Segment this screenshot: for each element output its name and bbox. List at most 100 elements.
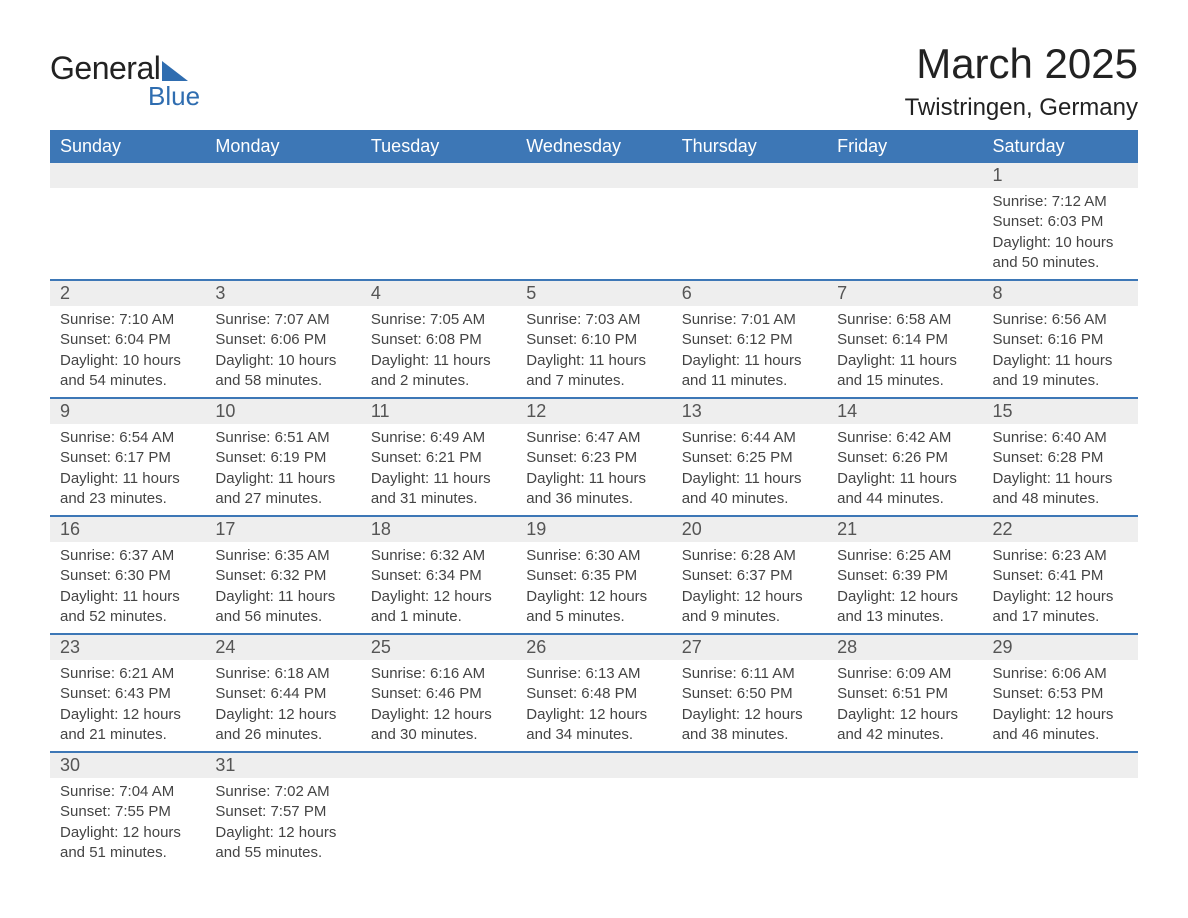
day-details: [672, 778, 827, 788]
daylight-text-2: and 54 minutes.: [60, 371, 195, 391]
day-number: 10: [205, 399, 360, 424]
week-data-row: Sunrise: 7:10 AMSunset: 6:04 PM Daylight:…: [50, 306, 1138, 398]
sunset-text: Sunset: 6:10 PM: [526, 330, 661, 350]
day-details: [361, 778, 516, 788]
day-details: [983, 778, 1138, 788]
day-number: [205, 163, 360, 188]
daylight-text-1: Daylight: 12 hours: [526, 587, 661, 607]
week-data-row: Sunrise: 6:21 AMSunset: 6:43 PMDaylight:…: [50, 660, 1138, 752]
sunset-text: Sunset: 6:04 PM: [60, 330, 195, 350]
sunrise-text: Sunrise: 7:12 AM: [993, 192, 1128, 212]
brand-text-1: General: [50, 50, 160, 87]
day-number: 6: [672, 281, 827, 306]
sunset-text: Sunset: 6:21 PM: [371, 448, 506, 468]
daylight-text-1: Daylight: 10 hours: [993, 233, 1128, 253]
week-data-row: Sunrise: 7:12 AMSunset: 6:03 PMDaylight:…: [50, 188, 1138, 280]
day-number: 15: [983, 399, 1138, 424]
day-number: 17: [205, 517, 360, 542]
weekday-header: Saturday: [983, 130, 1138, 163]
weekday-header: Thursday: [672, 130, 827, 163]
daylight-text-2: and 27 minutes.: [215, 489, 350, 509]
daylight-text-1: Daylight: 12 hours: [993, 587, 1128, 607]
sunset-text: Sunset: 6:32 PM: [215, 566, 350, 586]
sunrise-text: Sunrise: 7:01 AM: [682, 310, 817, 330]
daylight-text-2: and 19 minutes.: [993, 371, 1128, 391]
daylight-text-2: and 23 minutes.: [60, 489, 195, 509]
sunset-text: Sunset: 6:41 PM: [993, 566, 1128, 586]
brand-text-2: Blue: [148, 81, 200, 112]
daylight-text-2: and 2 minutes.: [371, 371, 506, 391]
sunset-text: Sunset: 7:57 PM: [215, 802, 350, 822]
day-number: 19: [516, 517, 671, 542]
daylight-text-1: Daylight: 12 hours: [371, 705, 506, 725]
sunrise-text: Sunrise: 6:58 AM: [837, 310, 972, 330]
day-details: [50, 188, 205, 198]
sunrise-text: Sunrise: 6:28 AM: [682, 546, 817, 566]
month-title: March 2025: [905, 40, 1138, 88]
sunset-text: Sunset: 6:19 PM: [215, 448, 350, 468]
sunset-text: Sunset: 6:39 PM: [837, 566, 972, 586]
daylight-text-1: Daylight: 11 hours: [215, 587, 350, 607]
sunrise-text: Sunrise: 6:21 AM: [60, 664, 195, 684]
sunrise-text: Sunrise: 6:51 AM: [215, 428, 350, 448]
week-data-row: Sunrise: 6:54 AMSunset: 6:17 PMDaylight:…: [50, 424, 1138, 516]
day-number: [516, 163, 671, 188]
daylight-text-1: Daylight: 11 hours: [837, 469, 972, 489]
sunrise-text: Sunrise: 7:05 AM: [371, 310, 506, 330]
day-number: [361, 163, 516, 188]
day-details: Sunrise: 6:42 AMSunset: 6:26 PMDaylight:…: [827, 424, 982, 515]
day-details: Sunrise: 7:05 AMSunset: 6:08 PMDaylight:…: [361, 306, 516, 397]
day-details: Sunrise: 7:07 AMSunset: 6:06 PMDaylight:…: [205, 306, 360, 397]
daylight-text-1: Daylight: 11 hours: [60, 469, 195, 489]
calendar-header-row: SundayMondayTuesdayWednesdayThursdayFrid…: [50, 130, 1138, 163]
day-details: Sunrise: 6:06 AMSunset: 6:53 PMDaylight:…: [983, 660, 1138, 751]
day-number: [361, 753, 516, 778]
day-number: 24: [205, 635, 360, 660]
daylight-text-1: Daylight: 11 hours: [371, 351, 506, 371]
sunset-text: Sunset: 7:55 PM: [60, 802, 195, 822]
daylight-text-2: and 30 minutes.: [371, 725, 506, 745]
day-details: Sunrise: 6:13 AMSunset: 6:48 PMDaylight:…: [516, 660, 671, 751]
daylight-text-1: Daylight: 11 hours: [837, 351, 972, 371]
day-details: Sunrise: 7:10 AMSunset: 6:04 PMDaylight:…: [50, 306, 205, 397]
day-number: 16: [50, 517, 205, 542]
day-details: Sunrise: 6:32 AMSunset: 6:34 PMDaylight:…: [361, 542, 516, 633]
day-number: 28: [827, 635, 982, 660]
sunrise-text: Sunrise: 7:10 AM: [60, 310, 195, 330]
sunset-text: Sunset: 6:30 PM: [60, 566, 195, 586]
daylight-text-2: and 50 minutes.: [993, 253, 1128, 273]
day-number: 9: [50, 399, 205, 424]
day-details: Sunrise: 6:49 AMSunset: 6:21 PMDaylight:…: [361, 424, 516, 515]
daylight-text-2: and 31 minutes.: [371, 489, 506, 509]
daylight-text-2: and 36 minutes.: [526, 489, 661, 509]
day-number: [50, 163, 205, 188]
day-details: Sunrise: 6:30 AMSunset: 6:35 PMDaylight:…: [516, 542, 671, 633]
sunset-text: Sunset: 6:37 PM: [682, 566, 817, 586]
day-details: Sunrise: 7:02 AMSunset: 7:57 PMDaylight:…: [205, 778, 360, 869]
sunset-text: Sunset: 6:23 PM: [526, 448, 661, 468]
daylight-text-2: and 58 minutes.: [215, 371, 350, 391]
day-details: Sunrise: 6:28 AMSunset: 6:37 PMDaylight:…: [672, 542, 827, 633]
sunrise-text: Sunrise: 6:16 AM: [371, 664, 506, 684]
sunrise-text: Sunrise: 6:44 AM: [682, 428, 817, 448]
week-number-row: 3031: [50, 752, 1138, 778]
day-number: 7: [827, 281, 982, 306]
day-number: 23: [50, 635, 205, 660]
week-data-row: Sunrise: 6:37 AMSunset: 6:30 PMDaylight:…: [50, 542, 1138, 634]
week-number-row: 23242526272829: [50, 634, 1138, 660]
daylight-text-1: Daylight: 12 hours: [837, 705, 972, 725]
brand-logo: General Blue: [50, 50, 200, 112]
daylight-text-2: and 40 minutes.: [682, 489, 817, 509]
day-details: Sunrise: 6:58 AMSunset: 6:14 PMDaylight:…: [827, 306, 982, 397]
daylight-text-1: Daylight: 12 hours: [682, 587, 817, 607]
day-details: Sunrise: 7:12 AMSunset: 6:03 PMDaylight:…: [983, 188, 1138, 279]
sunrise-text: Sunrise: 6:30 AM: [526, 546, 661, 566]
day-number: 8: [983, 281, 1138, 306]
daylight-text-1: Daylight: 12 hours: [60, 823, 195, 843]
day-details: [672, 188, 827, 198]
sunrise-text: Sunrise: 6:23 AM: [993, 546, 1128, 566]
day-number: 2: [50, 281, 205, 306]
daylight-text-2: and 55 minutes.: [215, 843, 350, 863]
day-number: 30: [50, 753, 205, 778]
sunrise-text: Sunrise: 6:32 AM: [371, 546, 506, 566]
